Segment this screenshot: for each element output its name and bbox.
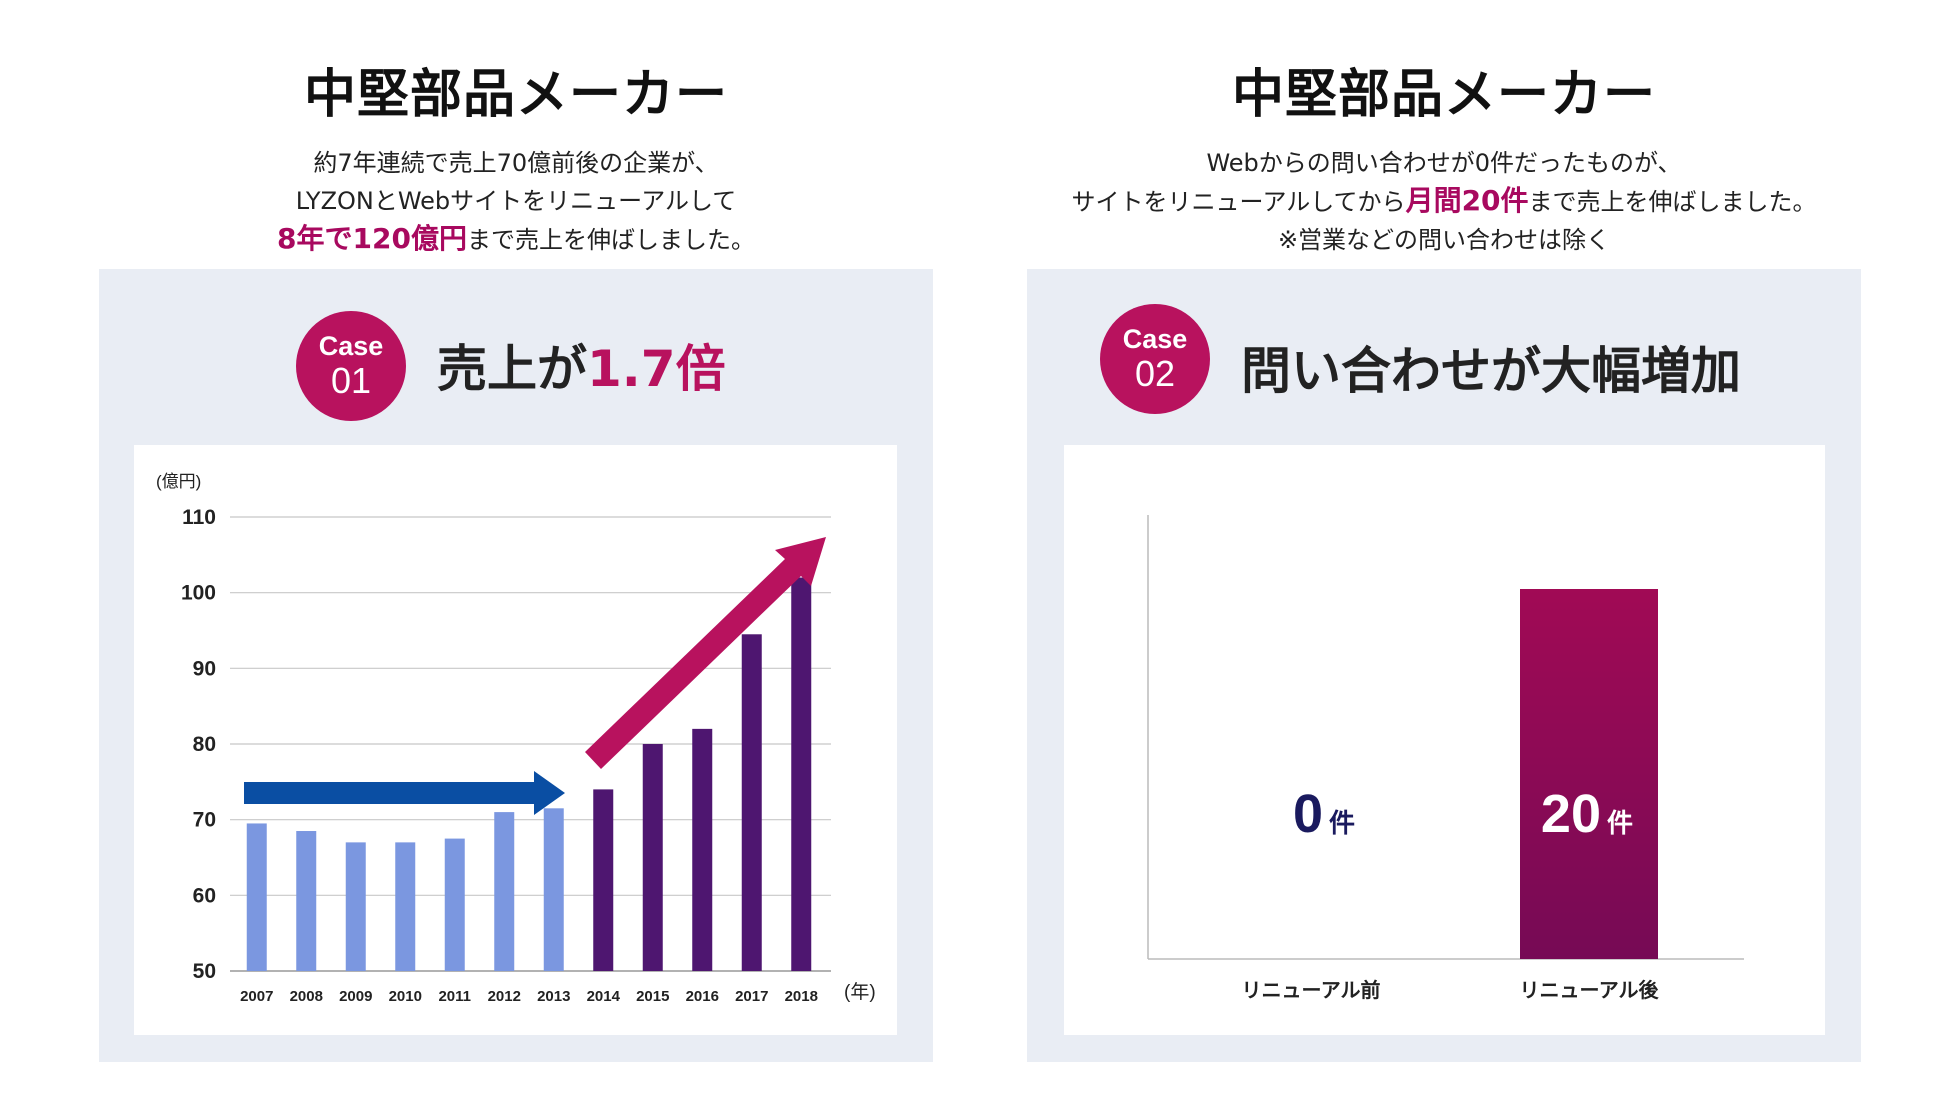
- sales-bar-2008: [296, 831, 317, 971]
- flat-trend-arrow: [244, 771, 565, 815]
- sales-x-axis-unit: (年): [844, 981, 876, 1003]
- case02-desc-pre: サイトをリニューアルしてから: [1071, 188, 1406, 216]
- case01-badge: Case 01: [296, 311, 406, 421]
- sales-x-tick-label: 2016: [686, 988, 719, 1005]
- case02-desc-line2: サイトをリニューアルしてから月間20件まで売上を伸ばしました。: [1027, 182, 1861, 221]
- case02-desc-highlight: 月間20件: [1405, 184, 1529, 217]
- case01-title-prefix: 売上が: [437, 340, 587, 398]
- sales-bar-2011: [444, 838, 465, 971]
- sales-y-tick-label: 90: [193, 657, 216, 680]
- case01-title-highlight: 1.7倍: [587, 340, 726, 398]
- sales-bar-2009: [345, 842, 366, 971]
- case01-desc-line3: 8年で120億円まで売上を伸ばしました。: [99, 220, 933, 259]
- case01-desc-line1: 約7年連続で売上70億前後の企業が、: [313, 149, 719, 177]
- sales-x-tick-label: 2012: [488, 988, 521, 1005]
- sales-bar-2013: [543, 808, 564, 971]
- sales-bar-2012: [494, 812, 515, 971]
- sales-y-axis-unit: (億円): [156, 472, 201, 491]
- sales-y-tick-label: 50: [193, 960, 216, 983]
- sales-x-tick-label: 2007: [240, 988, 273, 1005]
- sales-bar-2014: [593, 789, 614, 971]
- sales-bar-2017: [741, 634, 762, 971]
- case02-badge-number: 02: [1134, 353, 1176, 394]
- case02-title: 問い合わせが大幅増加: [1241, 342, 1741, 400]
- case02-description: Webからの問い合わせが0件だったものが、 サイトをリニューアルしてから月間20…: [1027, 144, 1861, 259]
- inquiry-value-label: 20: [1541, 784, 1601, 844]
- case01-desc-rest: まで売上を伸ばしました。: [466, 226, 755, 254]
- inquiry-category-label: リニューアル後: [1520, 978, 1660, 1002]
- sales-bar-2007: [246, 823, 267, 971]
- inquiry-chart-container: 0 件リニューアル前 20 件リニューアル後: [1064, 445, 1825, 1035]
- sales-bar-2018: [791, 577, 812, 971]
- case01-badge-label: Case: [318, 331, 384, 361]
- sales-x-tick-label: 2013: [537, 988, 570, 1005]
- sales-y-tick-label: 100: [181, 582, 216, 605]
- sales-x-tick-label: 2010: [389, 988, 422, 1005]
- inquiry-unit-label: 件: [1329, 808, 1355, 838]
- sales-x-tick-label: 2017: [735, 988, 768, 1005]
- inquiry-bar-after: [1520, 589, 1658, 959]
- growth-trend-arrow: [585, 537, 826, 769]
- case01-title: 売上が1.7倍: [437, 329, 726, 401]
- sales-x-tick-label: 2011: [438, 988, 471, 1005]
- case01-panel: Case 01 売上が1.7倍 (億円) (年) 50 60 70 80 90 100 11…: [99, 269, 933, 1062]
- sales-x-tick-label: 2015: [636, 988, 669, 1005]
- case02-heading: 中堅部品メーカー: [1231, 65, 1656, 125]
- case02-desc-line1: Webからの問い合わせが0件だったものが、: [1206, 149, 1682, 177]
- sales-x-tick-label: 2008: [290, 988, 323, 1005]
- sales-x-tick-label: 2014: [587, 988, 621, 1005]
- sales-x-tick-label: 2009: [339, 988, 372, 1005]
- case02-panel: Case 02 問い合わせが大幅増加 0 件リニューアル前 20 件リニューアル後: [1027, 269, 1861, 1062]
- case02-desc-post: まで売上を伸ばしました。: [1528, 188, 1817, 216]
- inquiry-unit-label: 件: [1607, 808, 1633, 838]
- sales-y-tick-label: 60: [193, 884, 216, 907]
- case01-desc-line2: LYZONとWebサイトをリニューアルして: [295, 187, 737, 215]
- case01-description: 約7年連続で売上70億前後の企業が、 LYZONとWebサイトをリニューアルして…: [99, 144, 933, 259]
- case01-desc-highlight: 8年で120億円: [277, 222, 467, 255]
- case01-heading: 中堅部品メーカー: [303, 65, 728, 125]
- inquiry-value-label: 0: [1293, 784, 1323, 844]
- sales-bar-2016: [692, 728, 713, 971]
- sales-y-tick-label: 70: [193, 809, 216, 832]
- case02-desc-note: ※営業などの問い合わせは除く: [1277, 226, 1611, 254]
- sales-y-tick-label: 80: [193, 733, 216, 756]
- sales-x-tick-label: 2018: [785, 988, 818, 1005]
- sales-bar-2010: [395, 842, 416, 971]
- inquiry-category-label: リニューアル前: [1242, 978, 1381, 1002]
- sales-y-tick-label: 110: [182, 506, 216, 529]
- case02-badge-label: Case: [1122, 324, 1188, 354]
- sales-bar-chart: (億円) (年) 50 60 70 80 90 100 110 2007 2008 2009 20…: [156, 472, 876, 1005]
- case01-badge-number: 01: [330, 360, 372, 401]
- sales-chart-container: (億円) (年) 50 60 70 80 90 100 110 2007 2008 2009 20…: [134, 445, 897, 1035]
- sales-bar-2015: [642, 744, 663, 971]
- case02-badge: Case 02: [1100, 304, 1210, 414]
